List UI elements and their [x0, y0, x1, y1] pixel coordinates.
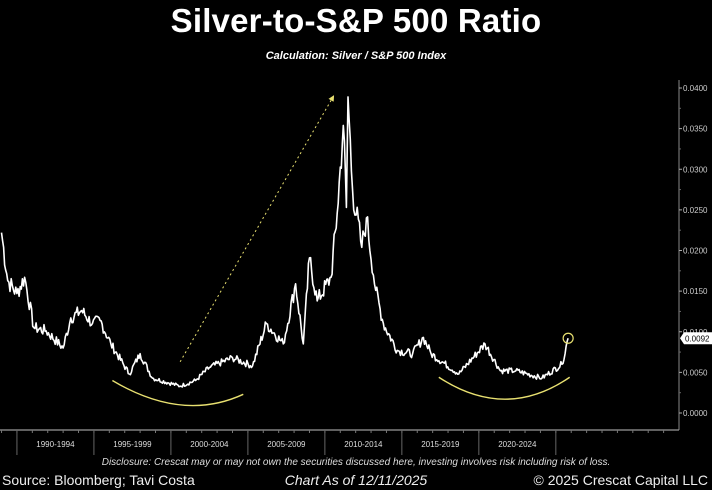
chart-title: Silver-to-S&P 500 Ratio: [170, 2, 542, 39]
x-period-label: 1990-1994: [36, 440, 75, 449]
last-value-badge: [680, 332, 712, 345]
chart-date: Chart As of 12/11/2025: [284, 472, 428, 488]
y-tick-label: 0.0050: [683, 368, 708, 377]
y-tick-label: 0.0200: [683, 247, 708, 256]
source-text: Source: Bloomberg; Tavi Costa: [2, 472, 195, 488]
y-tick-label: 0.0150: [683, 287, 708, 296]
chart-subtitle: Calculation: Silver / S&P 500 Index: [265, 50, 447, 62]
disclosure-text: Disclosure: Crescat may or may not own t…: [101, 457, 611, 468]
y-tick-label: 0.0350: [683, 125, 708, 134]
x-period-label: 2010-2014: [344, 440, 383, 449]
y-tick-label: 0.0400: [683, 84, 708, 93]
series-line: [0, 96, 569, 388]
latest-value-circle: [562, 332, 574, 344]
last-value-label: 0.0092: [685, 334, 710, 343]
bottom-arc: [438, 376, 571, 400]
trend-arrow: [179, 95, 335, 363]
x-period-label: 2000-2004: [190, 440, 229, 449]
copyright-text: © 2025 Crescat Capital LLC: [533, 472, 708, 488]
y-tick-label: 0.0300: [683, 165, 708, 174]
bottom-arc: [112, 379, 244, 407]
y-tick-label: 0.0000: [683, 409, 708, 418]
x-period-label: 2005-2009: [267, 440, 306, 449]
x-period-label: 1995-1999: [113, 440, 152, 449]
x-period-label: 2015-2019: [421, 440, 460, 449]
x-period-label: 2020-2024: [498, 440, 537, 449]
y-tick-label: 0.0250: [683, 206, 708, 215]
